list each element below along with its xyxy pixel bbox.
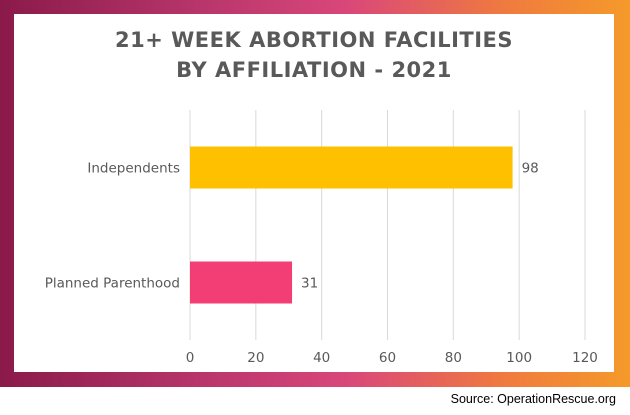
x-tick-label: 20 xyxy=(247,350,264,366)
data-label: 31 xyxy=(301,276,318,292)
x-tick-label: 40 xyxy=(313,350,330,366)
category-label: Planned Parenthood xyxy=(45,276,180,292)
x-tick-label: 60 xyxy=(379,350,396,366)
data-label: 98 xyxy=(522,161,539,177)
bar-chart: 0 20 40 60 80 100 120 Independents 98 Planned Par… xyxy=(45,110,598,366)
x-tick-label: 80 xyxy=(445,350,462,366)
bar xyxy=(190,261,293,304)
source-caption: Source: OperationRescue.org xyxy=(450,392,616,406)
x-tick-label: 100 xyxy=(506,350,532,366)
x-tick-label: 0 xyxy=(186,350,195,366)
category-label: Independents xyxy=(87,161,180,177)
x-tick-label: 120 xyxy=(572,350,598,366)
chart-title-line-2: BY AFFILIATION - 2021 xyxy=(176,58,452,82)
bar xyxy=(190,146,513,189)
chart-panel: 21+ WEEK ABORTION FACILITIES BY AFFILIAT… xyxy=(14,14,614,372)
chart-title-line-1: 21+ WEEK ABORTION FACILITIES xyxy=(115,28,513,52)
